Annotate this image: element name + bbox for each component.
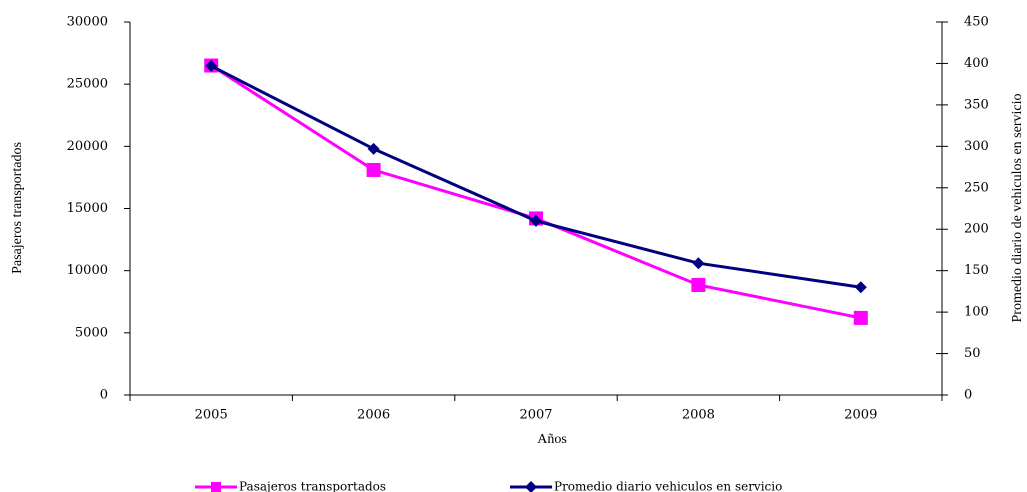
series-marker [366, 162, 381, 177]
x-tick-label: 2008 [682, 408, 715, 423]
x-tick-label: 2007 [519, 408, 552, 423]
y2-tick-label: 200 [964, 222, 989, 237]
legend-label: Promedio diario vehiculos en servicio [554, 480, 782, 492]
series-marker [854, 281, 867, 294]
y2-tick-label: 400 [964, 56, 989, 71]
y2-tick-label: 350 [964, 97, 989, 112]
series-marker [530, 214, 542, 227]
y-tick-label: 0 [100, 388, 108, 403]
series-marker [692, 257, 705, 270]
y-tick-label: 25000 [67, 77, 108, 92]
y2-tick-label: 150 [964, 263, 989, 278]
y-tick-label: 15000 [67, 201, 108, 216]
y-tick-label: 10000 [67, 263, 108, 278]
series-marker [205, 59, 218, 72]
y-tick-label: 20000 [67, 139, 108, 154]
series-marker [367, 142, 380, 155]
legend-label: Pasajeros transportados [239, 480, 386, 492]
series-line [210, 64, 862, 289]
series-line [210, 64, 862, 320]
x-tick-label: 2006 [357, 408, 390, 423]
legend-marker [525, 481, 537, 492]
y2-axis-title: Promedio diario de vehiculos en servicio [1010, 94, 1025, 323]
y2-tick-label: 100 [964, 305, 989, 320]
y2-tick-label: 50 [964, 346, 981, 361]
x-axis-title: Años [537, 432, 567, 447]
y-tick-label: 30000 [67, 15, 108, 30]
y2-tick-label: 300 [964, 139, 989, 154]
x-tick-label: 2005 [195, 408, 228, 423]
y-axis-title: Pasajeros transportados [10, 142, 25, 274]
series-marker [691, 277, 706, 292]
legend-marker [211, 482, 221, 492]
series-marker [853, 310, 868, 325]
y2-tick-label: 0 [964, 388, 972, 403]
y2-tick-label: 450 [964, 15, 989, 30]
y-tick-label: 5000 [75, 325, 108, 340]
x-tick-label: 2009 [844, 408, 877, 423]
y2-tick-label: 250 [964, 180, 989, 195]
